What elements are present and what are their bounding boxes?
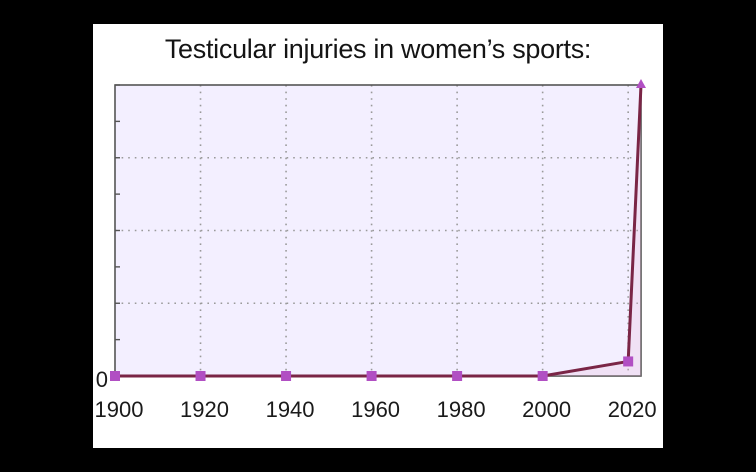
data-point (537, 371, 548, 381)
y-tick-label: 0 (96, 367, 108, 392)
series-line (115, 84, 643, 378)
x-tick-label: 1900 (95, 397, 144, 422)
data-point (636, 79, 646, 88)
chart-title: Testicular injuries in women’s sports: (164, 34, 592, 64)
data-point (623, 356, 634, 367)
data-point (366, 371, 377, 381)
x-tick-label: 1920 (180, 397, 229, 422)
x-tick-label: 2020 (608, 397, 657, 422)
line-chart: 1900 1920 1940 1960 1980 2000 2020 0 (95, 79, 657, 422)
x-tick-label: 2000 (522, 397, 571, 422)
data-point (195, 371, 206, 381)
data-point (452, 371, 463, 381)
chart-card: Testicular injuries in women’s sports: 1… (93, 24, 663, 448)
x-tick-label: 1980 (437, 397, 486, 422)
x-tick-label: 1960 (351, 397, 400, 422)
data-point (281, 371, 292, 381)
x-tick-label: 1940 (266, 397, 315, 422)
plot-area (115, 85, 641, 376)
data-point (110, 371, 120, 381)
